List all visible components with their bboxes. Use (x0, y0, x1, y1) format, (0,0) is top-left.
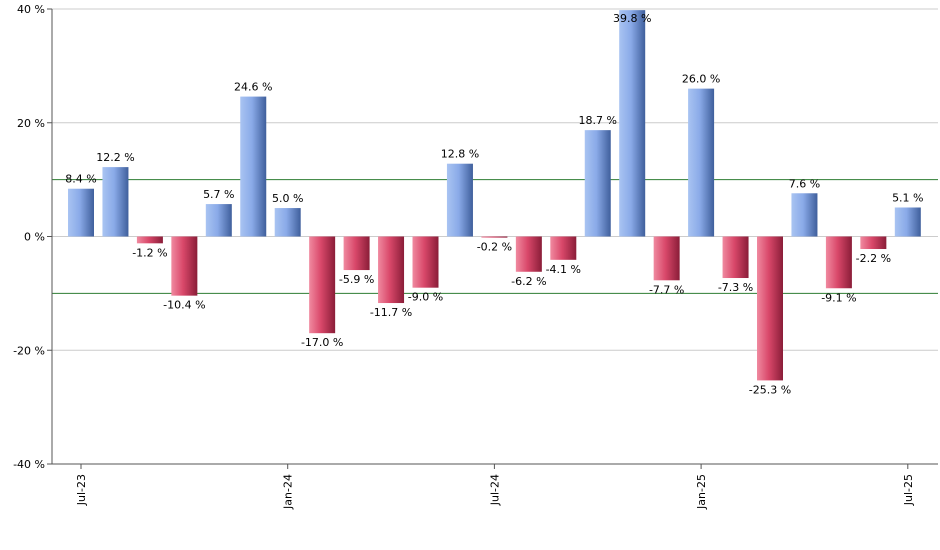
bar (894, 207, 921, 237)
bar (825, 236, 852, 289)
data-label: 8.4 % (65, 173, 96, 186)
bar (412, 236, 439, 288)
bar (722, 236, 749, 279)
x-tick-label: Jan-25 (695, 474, 708, 510)
bar (274, 208, 301, 237)
bar (481, 236, 508, 238)
data-label: 12.8 % (441, 148, 479, 161)
x-tick-label: Jan-24 (282, 474, 295, 510)
data-label: -1.2 % (132, 246, 167, 259)
bar (136, 236, 163, 244)
data-label: -9.0 % (408, 291, 443, 304)
data-label: -4.1 % (546, 263, 581, 276)
data-label: 12.2 % (96, 151, 134, 164)
data-label: -7.7 % (649, 283, 684, 296)
bar (653, 236, 680, 281)
bar (860, 236, 887, 250)
data-label: 26.0 % (682, 73, 720, 86)
data-label: -6.2 % (511, 275, 546, 288)
data-label: -2.2 % (856, 252, 891, 265)
y-tick-label: 0 % (24, 231, 45, 244)
reference-lines (52, 179, 938, 294)
bar (205, 204, 232, 237)
data-label: -9.1 % (821, 291, 856, 304)
data-label: 18.7 % (579, 114, 617, 127)
bar (343, 236, 370, 271)
data-labels: 8.4 %12.2 % -1.2 % -10.4 % 5.7 % 24.6 % 5.0 %… (65, 12, 923, 396)
bar (240, 96, 267, 237)
data-label: -0.2 % (477, 241, 512, 254)
data-label: 5.7 % (203, 188, 234, 201)
y-tick-label: -20 % (13, 344, 45, 357)
data-label: -25.3 % (749, 383, 791, 396)
axes: -40 % -20 % 0 % 20 % 40 % Jul-23 Jan-24 Jul-24 J… (13, 3, 938, 510)
data-label: 7.6 % (789, 177, 820, 190)
data-label: -10.4 % (163, 299, 205, 312)
bar (446, 163, 473, 237)
x-tick-label: Jul-24 (488, 474, 501, 506)
data-label: 39.8 % (613, 12, 651, 25)
bar (584, 130, 611, 237)
data-label: 24.6 % (234, 81, 272, 94)
bar (378, 236, 405, 304)
y-tick-label: -40 % (13, 458, 45, 471)
data-label: -5.9 % (339, 273, 374, 286)
bar (791, 193, 818, 237)
bar (515, 236, 542, 272)
data-label: 5.0 % (272, 192, 303, 205)
bar (688, 88, 715, 237)
bar (68, 188, 94, 237)
data-label: -7.3 % (718, 281, 753, 294)
y-tick-label: 40 % (17, 3, 45, 16)
x-tick-label: Jul-25 (902, 474, 915, 506)
bars (68, 10, 921, 381)
data-label: 5.1 % (892, 191, 923, 204)
x-tick-label: Jul-23 (75, 474, 88, 506)
bar (619, 10, 646, 237)
bar (102, 167, 129, 237)
bar (757, 236, 783, 381)
bar (309, 236, 336, 334)
bar (550, 236, 577, 260)
bar (171, 236, 198, 296)
y-tick-label: 20 % (17, 117, 45, 130)
data-label: -17.0 % (301, 336, 343, 349)
data-label: -11.7 % (370, 306, 412, 319)
